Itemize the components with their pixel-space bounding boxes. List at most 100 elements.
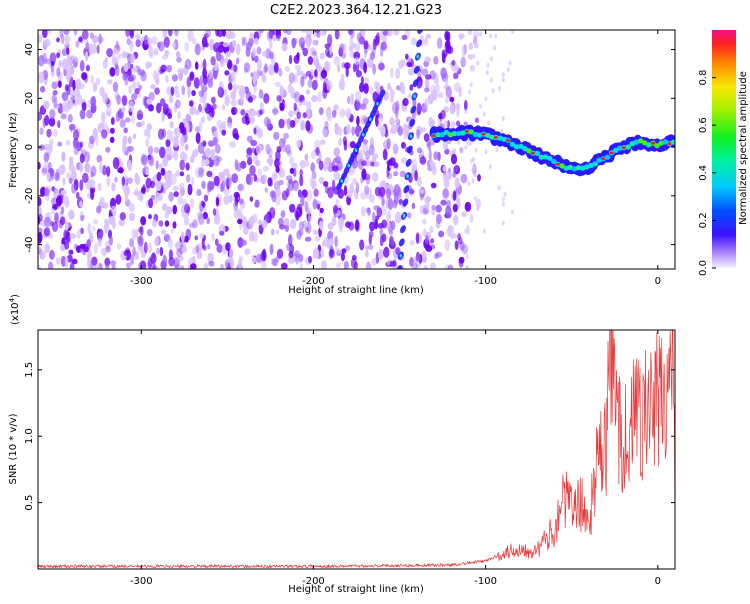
noise-speckle (440, 199, 447, 206)
noise-speckle (377, 223, 384, 229)
noise-speckle (230, 91, 237, 100)
track-mid (613, 147, 619, 153)
noise-speckle (104, 222, 108, 234)
noise-speckle (87, 99, 91, 108)
noise-speckle (174, 242, 179, 249)
noise-speckle (306, 189, 313, 202)
y-tick-label: -40 (24, 236, 35, 252)
noise-speckle (143, 129, 149, 137)
noise-speckle (167, 112, 173, 120)
noise-speckle (90, 96, 97, 107)
noise-speckle (311, 179, 317, 190)
noise-speckle (151, 36, 158, 45)
noise-speckle (320, 30, 326, 37)
noise-speckle (420, 188, 424, 195)
noise-speckle (97, 182, 102, 192)
noise-speckle (92, 127, 98, 140)
noise-speckle (362, 138, 368, 145)
noise-speckle (316, 31, 321, 38)
noise-speckle (148, 242, 153, 254)
noise-speckle (51, 197, 56, 206)
noise-speckle (464, 99, 468, 112)
noise-speckle (280, 210, 286, 219)
noise-speckle (210, 148, 216, 156)
noise-speckle (438, 230, 445, 238)
track-core (506, 139, 511, 142)
noise-speckle (249, 110, 257, 117)
noise-speckle (192, 149, 199, 157)
noise-speckle (445, 39, 451, 50)
noise-speckle (150, 252, 157, 265)
noise-speckle (155, 77, 160, 86)
noise-speckle (148, 198, 154, 209)
noise-speckle (212, 208, 217, 216)
noise-speckle (369, 221, 376, 232)
noise-speckle (299, 168, 303, 177)
track-core (481, 132, 486, 136)
noise-speckle (214, 213, 221, 225)
noise-speckle (362, 97, 369, 106)
noise-speckle (393, 171, 398, 177)
noise-speckle (45, 58, 51, 65)
noise-speckle (437, 92, 444, 99)
noise-speckle (52, 90, 58, 96)
noise-speckle (409, 240, 415, 246)
noise-speckle (435, 204, 442, 213)
noise-speckle (173, 150, 179, 161)
noise-speckle (379, 228, 384, 237)
noise-speckle (192, 37, 197, 45)
noise-speckle (458, 237, 463, 245)
streak-blob (400, 225, 406, 234)
noise-speckle (349, 141, 356, 148)
noise-speckle (228, 194, 233, 203)
noise-speckle (186, 76, 192, 88)
noise-speckle (390, 220, 396, 231)
noise-speckle (189, 155, 195, 164)
noise-speckle (338, 78, 345, 91)
noise-speckle (256, 46, 262, 55)
noise-speckle (179, 171, 185, 177)
noise-speckle (123, 250, 128, 256)
noise-speckle (314, 235, 321, 242)
noise-speckle (65, 140, 71, 146)
track-mid (526, 148, 532, 154)
noise-speckle (318, 160, 324, 171)
noise-speckle (347, 95, 351, 105)
noise-speckle (472, 53, 476, 59)
noise-speckle (378, 62, 385, 71)
noise-speckle (207, 104, 214, 111)
noise-speckle (140, 69, 146, 77)
noise-speckle (392, 260, 397, 267)
noise-speckle (221, 180, 226, 191)
noise-speckle (405, 192, 409, 200)
noise-speckle (110, 117, 115, 125)
noise-speckle (166, 129, 172, 141)
noise-speckle (474, 196, 478, 202)
noise-speckle (386, 85, 392, 91)
noise-speckle (327, 238, 334, 246)
noise-speckle (76, 245, 81, 253)
noise-speckle (50, 65, 55, 77)
noise-speckle (202, 211, 208, 220)
noise-speckle (365, 261, 372, 269)
noise-speckle (135, 39, 141, 48)
noise-speckle (360, 103, 367, 110)
noise-speckle (393, 252, 398, 261)
noise-speckle (451, 60, 456, 66)
noise-speckle (478, 103, 482, 109)
noise-speckle (237, 183, 245, 192)
noise-speckle (221, 104, 226, 111)
noise-speckle (64, 34, 71, 44)
noise-speckle (382, 30, 389, 36)
noise-speckle (192, 246, 197, 255)
noise-speckle (278, 217, 284, 226)
x-tick-label: -100 (474, 576, 497, 587)
colorbar-tick-label: 0.2 (698, 212, 709, 228)
noise-speckle (44, 216, 51, 228)
noise-speckle (411, 202, 416, 210)
track-mid (513, 144, 520, 150)
track-mid (435, 132, 441, 138)
snr-y-label: SNR (10 * v/v) (8, 413, 19, 484)
noise-speckle (333, 56, 341, 66)
noise-speckle (128, 84, 133, 95)
